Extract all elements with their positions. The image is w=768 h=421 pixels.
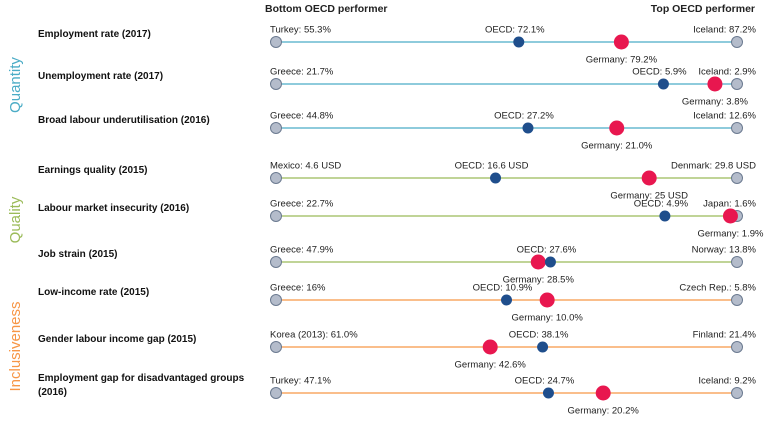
top-label: Iceland: 12.6% [693,111,756,122]
oecd-label: OECD: 38.1% [509,330,569,341]
germany-label: Germany: 10.0% [512,313,584,324]
germany-dot [530,254,546,270]
bottom-label: Mexico: 4.6 USD [270,161,341,172]
top-label: Iceland: 87.2% [693,25,756,36]
top-label: Iceland: 2.9% [698,67,756,78]
row-label: Gender labour income gap (2015) [38,334,197,345]
bottom-label: Greece: 16% [270,283,326,294]
bottom-dot [270,341,282,353]
group-label: Inclusiveness [7,301,24,391]
oecd-label: OECD: 27.6% [517,245,577,256]
bottom-dot [270,387,282,399]
bottom-label: Greece: 44.8% [270,111,334,122]
oecd-dot [501,294,512,306]
row-label: Low-income rate (2015) [38,287,150,298]
germany-dot [641,170,657,186]
top-label: Norway: 13.8% [692,245,757,256]
oecd-dot [522,122,534,134]
header-right: Top OECD performer [651,3,755,15]
germany-label: Germany: 3.8% [682,97,749,108]
top-dot [731,172,743,184]
germany-dot [482,339,498,355]
germany-dot [539,292,555,308]
top-dot [731,294,743,306]
top-label: Iceland: 9.2% [698,376,756,387]
bottom-label: Greece: 21.7% [270,67,334,78]
bottom-dot [270,36,282,48]
oecd-label: OECD: 27.2% [494,111,554,122]
bottom-label: Turkey: 47.1% [270,376,331,387]
oecd-label: OECD: 16.6 USD [455,161,529,172]
row-label: Job strain (2015) [38,249,118,260]
top-label: Denmark: 29.8 USD [671,161,756,172]
bottom-label: Greece: 47.9% [270,245,334,256]
bottom-dot [270,256,282,268]
oecd-dot [659,210,671,222]
top-label: Czech Rep.: 5.8% [679,283,756,294]
germany-dot [609,120,625,136]
oecd-label: OECD: 5.9% [632,67,687,78]
germany-label: Germany: 1.9% [697,229,764,240]
bottom-label: Korea (2013): 61.0% [270,330,358,341]
bottom-label: Turkey: 55.3% [270,25,331,36]
oecd-dot [542,387,554,399]
germany-label: Germany: 28.5% [503,275,575,286]
row-label: Employment rate (2017) [38,29,151,40]
oecd-label: OECD: 24.7% [515,376,575,387]
top-dot [731,122,743,134]
oecd-dot [490,172,502,184]
bottom-dot [270,122,282,134]
top-label: Finland: 21.4% [693,330,757,341]
germany-label: Germany: 25 USD [610,191,688,202]
oecd-dot [537,341,549,353]
oecd-dot [513,36,525,48]
top-label: Japan: 1.6% [703,199,756,210]
row-label: Broad labour underutilisation (2016) [38,115,210,126]
row-label: Labour market insecurity (2016) [38,203,190,214]
oecd-dot [544,256,556,268]
germany-label: Germany: 21.0% [581,141,653,152]
bottom-dot [270,172,282,184]
germany-dot [707,76,723,92]
bottom-label: Greece: 22.7% [270,199,334,210]
top-dot [731,256,743,268]
bottom-dot [270,210,282,222]
oecd-label: OECD: 10.9% [473,283,533,294]
top-dot [731,387,743,399]
top-dot [731,36,743,48]
germany-dot [595,385,611,401]
bottom-dot [270,294,282,306]
top-dot [731,78,743,90]
oecd-label: OECD: 4.9% [634,199,689,210]
header-left: Bottom OECD performer [265,3,388,15]
top-dot [731,341,743,353]
germany-label: Germany: 42.6% [455,360,527,371]
bottom-dot [270,78,282,90]
germany-dot [613,34,629,50]
oecd-dot [657,78,669,90]
oecd-label: OECD: 72.1% [485,25,545,36]
germany-label: Germany: 79.2% [586,55,658,66]
row-label: Earnings quality (2015) [38,165,148,176]
row-label: Unemployment rate (2017) [38,71,164,82]
germany-dot [722,208,738,224]
group-label: Quantity [7,57,24,113]
germany-label: Germany: 20.2% [568,406,640,417]
row-label: Employment gap for disadvantaged groups … [38,373,245,398]
group-label: Quality [7,196,24,243]
